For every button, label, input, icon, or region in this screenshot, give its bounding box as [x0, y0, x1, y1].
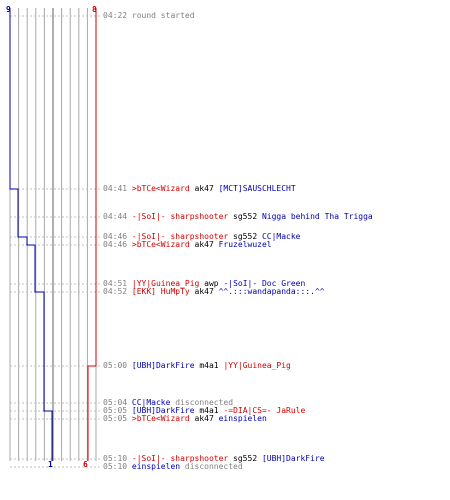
event-row: 05:00 [UBH]DarkFire m4a1 |YY|Guinea_Pig — [103, 361, 291, 370]
ct-team-end-count: 6 — [83, 460, 88, 469]
event-time: 04:52 — [103, 287, 132, 296]
event-text: round started — [131, 11, 195, 20]
player-name: >bTCe<Wizard — [131, 184, 190, 193]
weapon-label: sg552 — [228, 212, 262, 221]
weapon-label: sg552 — [228, 454, 262, 463]
weapon-label: ak47 — [189, 184, 219, 193]
weapon-label: awp — [199, 279, 224, 288]
weapon-label: m4a1 — [194, 406, 224, 415]
event-row: 05:10 -|SoI|- sharpshooter sg552 [UBH]Da… — [103, 454, 325, 463]
ct-team-start-count: 8 — [92, 5, 97, 14]
weapon-label: ak47 — [189, 240, 219, 249]
player-name: -=DIA|CS=- JaRule — [223, 406, 306, 415]
player-name: [UBH]DarkFire — [261, 454, 325, 463]
event-row: 05:05 >bTCe<Wizard ak47 einspielen — [103, 414, 267, 423]
player-name: -|SoI|- sharpshooter — [131, 212, 229, 221]
weapon-label: m4a1 — [194, 361, 224, 370]
event-time: 04:46 — [103, 232, 132, 241]
player-name: [UBH]DarkFire — [131, 361, 195, 370]
player-name: Nigga behind Tha Trigga — [261, 212, 373, 221]
ct-team-count-line — [87, 8, 97, 461]
player-name: [EKK] HuMpTy — [131, 287, 190, 296]
event-text: disconnected — [180, 462, 243, 471]
weapon-label: ak47 — [189, 287, 219, 296]
player-name: -|SoI|- Doc Green — [223, 279, 306, 288]
player-name: |YY|Guinea_Pig — [223, 361, 291, 370]
player-name: CC|Macke — [131, 398, 171, 407]
player-name: ^^.:::wandapanda:::.^^ — [218, 287, 325, 296]
player-name: [MCT]SAUSCHLECHT — [218, 184, 296, 193]
player-name: CC|Macke — [261, 232, 301, 241]
player-name: -|SoI|- sharpshooter — [131, 454, 229, 463]
event-time: 05:05 — [103, 406, 132, 415]
player-name: >bTCe<Wizard — [131, 414, 190, 423]
event-row: 05:04 CC|Macke disconnected — [103, 398, 233, 407]
event-row: 04:46 -|SoI|- sharpshooter sg552 CC|Mack… — [103, 232, 300, 241]
event-row: 04:44 -|SoI|- sharpshooter sg552 Nigga b… — [103, 212, 373, 221]
weapon-label: sg552 — [228, 232, 262, 241]
player-name: Fruzelwuzel — [218, 240, 272, 249]
event-time: 05:00 — [103, 361, 132, 370]
t-team-start-count: 9 — [6, 5, 11, 14]
event-time: 05:05 — [103, 414, 132, 423]
player-name: -|SoI|- sharpshooter — [131, 232, 229, 241]
event-row: 05:10 einspielen disconnected — [103, 462, 243, 471]
event-row: 04:41 >bTCe<Wizard ak47 [MCT]SAUSCHLECHT — [103, 184, 296, 193]
event-row: 05:05 [UBH]DarkFire m4a1 -=DIA|CS=- JaRu… — [103, 406, 305, 415]
player-name: einspielen — [218, 414, 267, 423]
grid-lines — [9, 8, 97, 461]
player-name: >bTCe<Wizard — [131, 240, 190, 249]
event-guide-lines — [10, 15, 100, 468]
player-name: einspielen — [131, 462, 181, 471]
t-team-end-count: 1 — [48, 460, 53, 469]
event-row: 04:51 |YY|Guinea_Pig awp -|SoI|- Doc Gre… — [103, 279, 305, 288]
weapon-label: ak47 — [189, 414, 219, 423]
event-time: 05:10 — [103, 462, 132, 471]
player-name: [UBH]DarkFire — [131, 406, 195, 415]
event-time: 04:41 — [103, 184, 132, 193]
event-row: 04:52 [EKK] HuMpTy ak47 ^^.:::wandapanda… — [103, 287, 325, 296]
event-row: 04:46 >bTCe<Wizard ak47 Fruzelwuzel — [103, 240, 272, 249]
event-time: 05:10 — [103, 454, 132, 463]
event-time: 04:22 — [103, 11, 132, 20]
event-time: 04:46 — [103, 240, 132, 249]
event-text: disconnected — [170, 398, 234, 407]
event-row: 04:22 round started — [103, 11, 195, 20]
event-time: 04:44 — [103, 212, 132, 221]
event-time: 05:04 — [103, 398, 132, 407]
t-team-count-line — [9, 8, 53, 461]
event-time: 04:51 — [103, 279, 132, 288]
player-name: |YY|Guinea_Pig — [131, 279, 200, 288]
